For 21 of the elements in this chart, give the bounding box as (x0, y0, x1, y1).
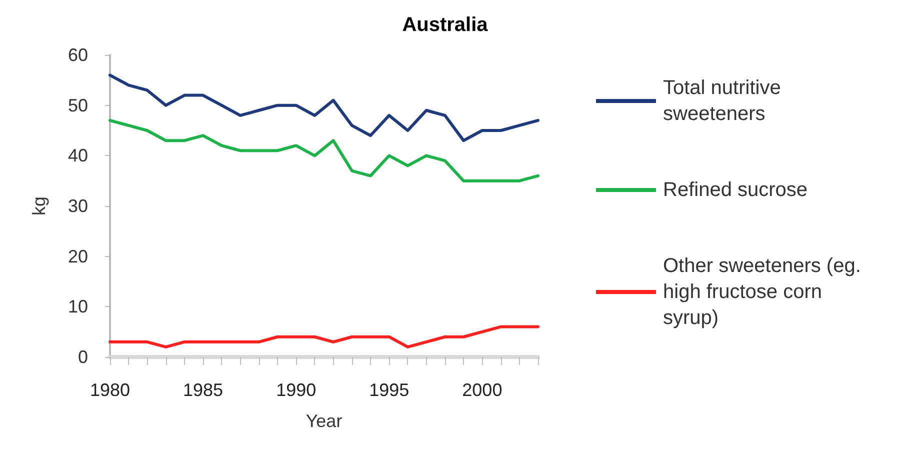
legend-label: Other sweeteners (eg. high fructose corn syrup) (663, 255, 866, 329)
y-axis-title: kg (29, 196, 49, 216)
x-tick-label: 2000 (462, 380, 502, 400)
chart-title: Australia (402, 14, 489, 36)
line-series (108, 325, 540, 348)
x-tick-label: 1980 (90, 380, 130, 400)
y-tick-label: 60 (68, 45, 88, 65)
y-tick-label: 10 (68, 296, 88, 317)
line-series (108, 74, 540, 142)
legend-label: Refined sucrose (663, 179, 808, 201)
line-series (108, 118, 540, 182)
x-tick-label: 1995 (369, 380, 410, 400)
legend-label: Total nutritive sweeteners (663, 77, 786, 125)
x-tick-label: 1990 (276, 380, 316, 400)
x-tick-label: 1985 (183, 380, 224, 400)
x-axis-title: Year (306, 411, 342, 431)
y-tick-label: 50 (68, 95, 88, 116)
y-tick-label: 30 (68, 196, 88, 216)
y-tick-label: 0 (78, 347, 88, 367)
y-tick-label: 40 (68, 146, 88, 166)
y-tick-label: 20 (68, 246, 88, 266)
